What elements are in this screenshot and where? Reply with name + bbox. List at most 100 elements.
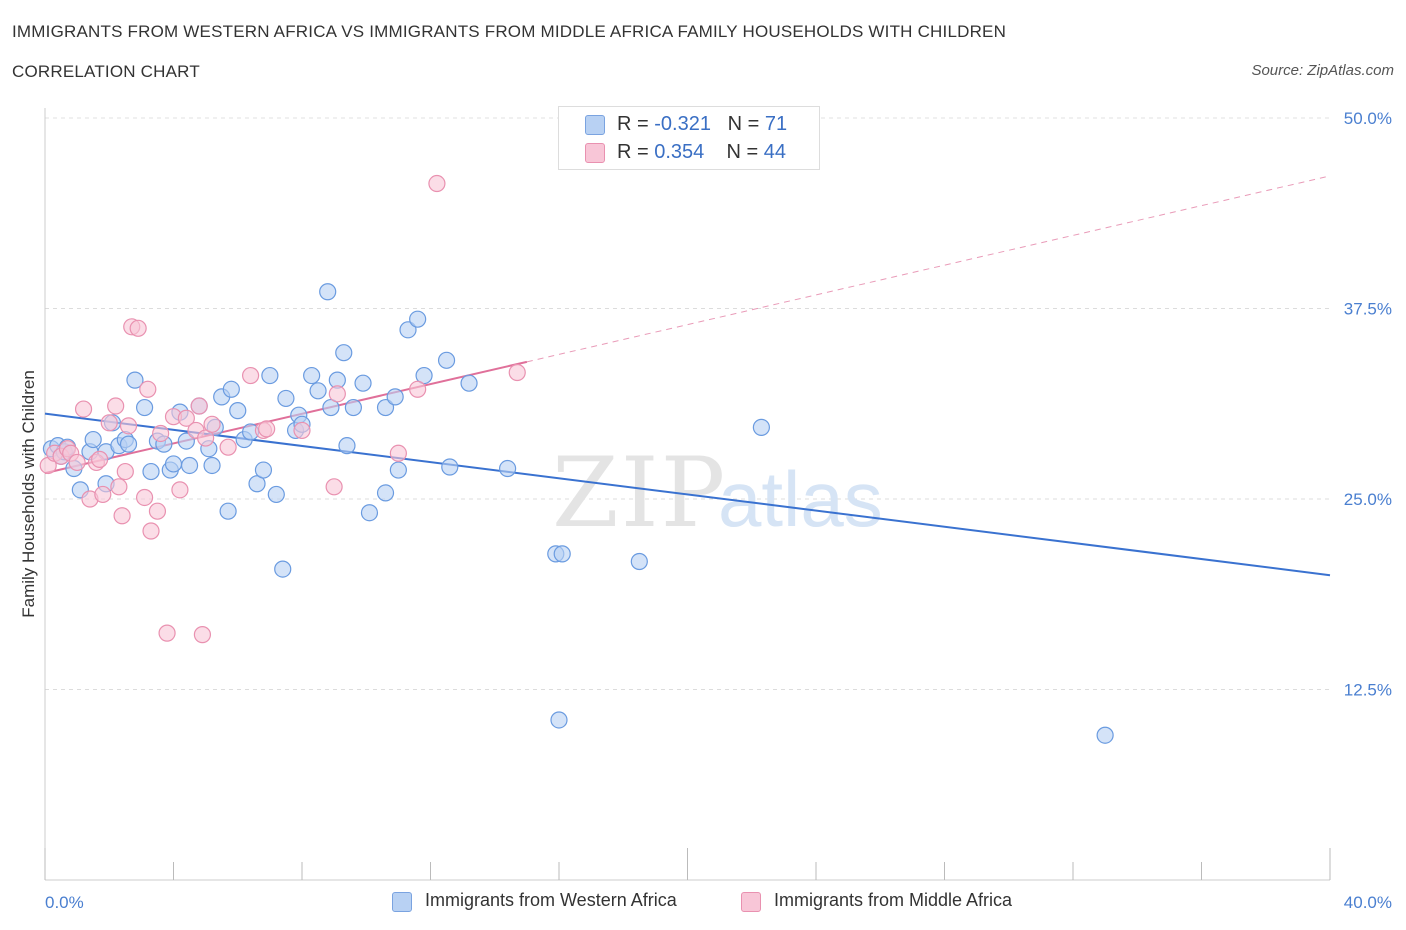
legend-swatch-western bbox=[585, 115, 605, 135]
data-point bbox=[152, 424, 170, 443]
data-point bbox=[129, 319, 147, 337]
data-point bbox=[553, 545, 571, 563]
data-point bbox=[335, 344, 353, 362]
data-point bbox=[328, 385, 346, 403]
data-point bbox=[142, 462, 160, 481]
data-point bbox=[376, 484, 395, 502]
legend-r-value: -0.321 bbox=[654, 113, 711, 135]
legend-n-label: N = bbox=[727, 113, 765, 135]
data-point bbox=[376, 398, 395, 417]
bottom-legend-swatch-western bbox=[392, 892, 412, 912]
data-point bbox=[338, 437, 356, 455]
data-point bbox=[126, 371, 144, 389]
data-point bbox=[277, 389, 295, 408]
data-point bbox=[171, 481, 189, 499]
data-point bbox=[508, 363, 526, 382]
x-tick-label: 0.0% bbox=[45, 893, 84, 912]
legend-r-value: 0.354 bbox=[654, 141, 705, 163]
axes bbox=[44, 108, 1331, 881]
data-point bbox=[135, 488, 154, 507]
data-point bbox=[389, 444, 407, 462]
data-point bbox=[309, 382, 327, 400]
trend-lines bbox=[44, 175, 1331, 577]
data-point bbox=[190, 397, 208, 415]
data-point bbox=[752, 418, 770, 436]
data-point bbox=[68, 453, 86, 472]
data-points bbox=[39, 174, 1114, 744]
y-tick-label: 25.0% bbox=[1344, 490, 1392, 509]
data-point bbox=[242, 366, 260, 385]
data-point bbox=[258, 420, 276, 438]
data-point bbox=[139, 380, 157, 398]
data-point bbox=[119, 417, 138, 435]
data-point bbox=[110, 478, 128, 496]
series-1-points bbox=[39, 174, 526, 644]
data-point bbox=[222, 380, 240, 398]
data-point bbox=[219, 502, 237, 520]
data-point bbox=[303, 366, 321, 385]
data-point bbox=[142, 522, 160, 540]
watermark-atlas: atlas bbox=[718, 455, 883, 543]
data-point bbox=[203, 415, 221, 433]
data-point bbox=[428, 174, 446, 193]
data-point bbox=[441, 458, 459, 476]
watermark: ZIP atlas bbox=[552, 437, 883, 549]
legend-r-label: R = bbox=[617, 141, 655, 163]
data-point bbox=[550, 711, 568, 729]
data-point bbox=[177, 432, 195, 450]
bottom-legend-swatch-middle bbox=[741, 892, 761, 912]
data-point bbox=[203, 456, 221, 475]
data-point bbox=[84, 430, 102, 449]
data-point bbox=[386, 388, 404, 406]
data-point bbox=[389, 461, 407, 479]
data-point bbox=[344, 398, 362, 417]
legend-n-value: 71 bbox=[764, 113, 788, 135]
series-0-points bbox=[42, 283, 1114, 744]
legend-n-label: N = bbox=[726, 141, 764, 163]
y-tick-label: 50.0% bbox=[1344, 109, 1392, 128]
trend-line-series-1 bbox=[44, 360, 528, 475]
data-point bbox=[499, 459, 517, 478]
data-point bbox=[274, 560, 292, 578]
tick-labels: 12.5% 25.0% 37.5% 50.0% 0.0% 40.0% bbox=[45, 109, 1392, 912]
data-point bbox=[229, 402, 247, 420]
data-point bbox=[409, 380, 427, 398]
legend-swatch-middle bbox=[585, 143, 605, 163]
watermark-zip: ZIP bbox=[552, 437, 727, 549]
data-point bbox=[177, 409, 195, 427]
chart-subtitle: CORRELATION CHART bbox=[12, 62, 200, 81]
data-point bbox=[158, 624, 176, 642]
data-point bbox=[360, 504, 379, 522]
data-point bbox=[107, 397, 125, 415]
data-point bbox=[399, 321, 417, 339]
stats-legend: R = -0.321 N = 71 R = 0.354 N = 44 bbox=[558, 106, 820, 170]
data-point bbox=[1096, 726, 1114, 744]
data-point bbox=[219, 438, 237, 456]
data-point bbox=[325, 478, 343, 496]
data-point bbox=[267, 485, 285, 504]
data-point bbox=[74, 400, 93, 418]
data-point bbox=[119, 435, 138, 453]
bottom-legend-label-middle: Immigrants from Middle Africa bbox=[774, 890, 1013, 910]
chart-title: IMMIGRANTS FROM WESTERN AFRICA VS IMMIGR… bbox=[12, 22, 1007, 41]
trend-line-series-0 bbox=[44, 412, 1331, 577]
data-point bbox=[100, 414, 118, 432]
data-point bbox=[94, 485, 112, 504]
y-tick-label: 12.5% bbox=[1344, 681, 1392, 700]
data-point bbox=[254, 461, 273, 479]
data-point bbox=[164, 455, 183, 473]
legend-n-value: 44 bbox=[763, 141, 787, 163]
trend-extension-series-1 bbox=[526, 175, 1331, 363]
data-point bbox=[135, 398, 154, 417]
data-point bbox=[113, 507, 131, 525]
data-point bbox=[148, 502, 167, 520]
source-label: Source: ZipAtlas.com bbox=[1251, 62, 1394, 79]
data-point bbox=[460, 374, 478, 392]
data-point bbox=[261, 366, 279, 385]
data-point bbox=[91, 450, 109, 468]
x-tick-label: 40.0% bbox=[1344, 893, 1392, 912]
data-point bbox=[180, 456, 199, 475]
data-point bbox=[409, 310, 427, 328]
legend-r-label: R = bbox=[617, 113, 655, 135]
